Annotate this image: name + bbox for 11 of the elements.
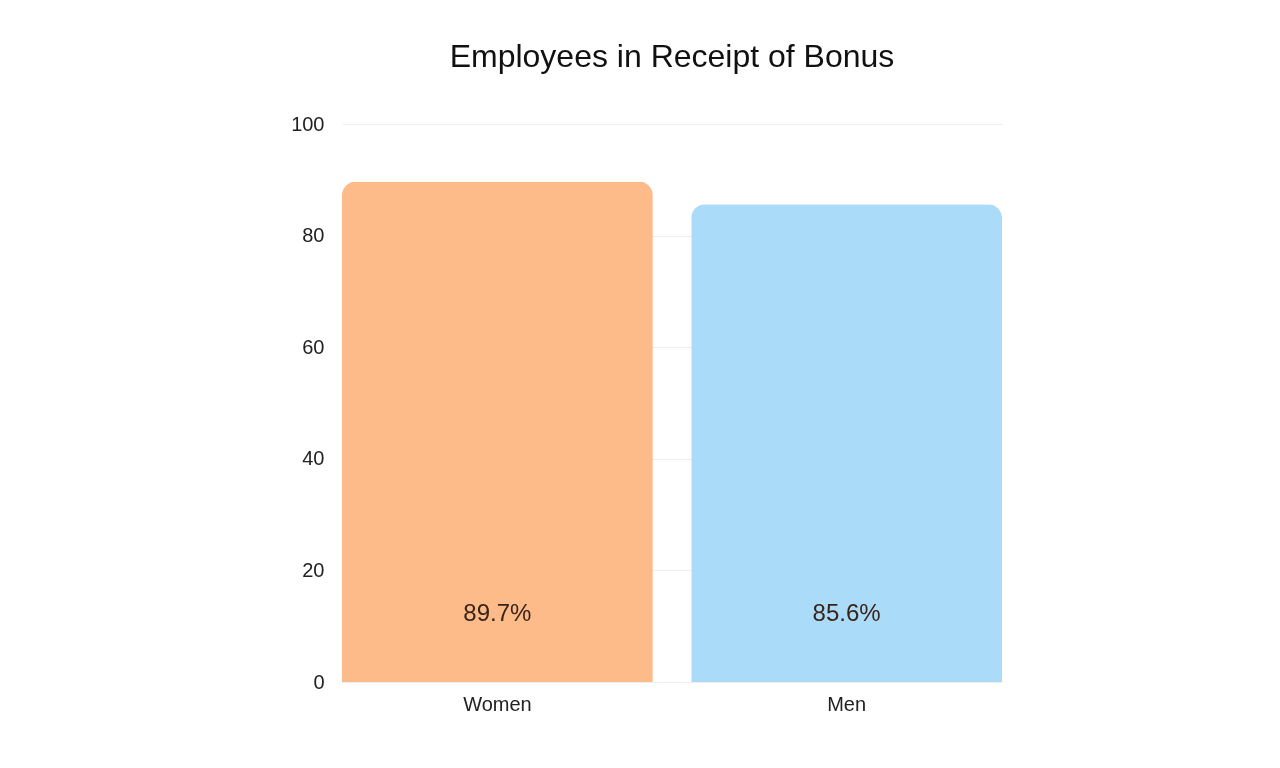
- data-label: 89.7%: [463, 599, 532, 626]
- y-tick-label: 0: [313, 670, 325, 693]
- y-tick-label: 40: [302, 447, 325, 470]
- data-label: 85.6%: [812, 599, 881, 626]
- x-tick-label: Women: [463, 692, 532, 715]
- chart-title: Employees in Receipt of Bonus: [449, 38, 895, 74]
- y-tick-label: 60: [302, 335, 325, 358]
- x-tick-label: Men: [827, 692, 867, 715]
- y-tick-label: 20: [302, 558, 325, 581]
- y-tick-label: 100: [291, 112, 325, 135]
- y-tick-label: 80: [302, 224, 325, 247]
